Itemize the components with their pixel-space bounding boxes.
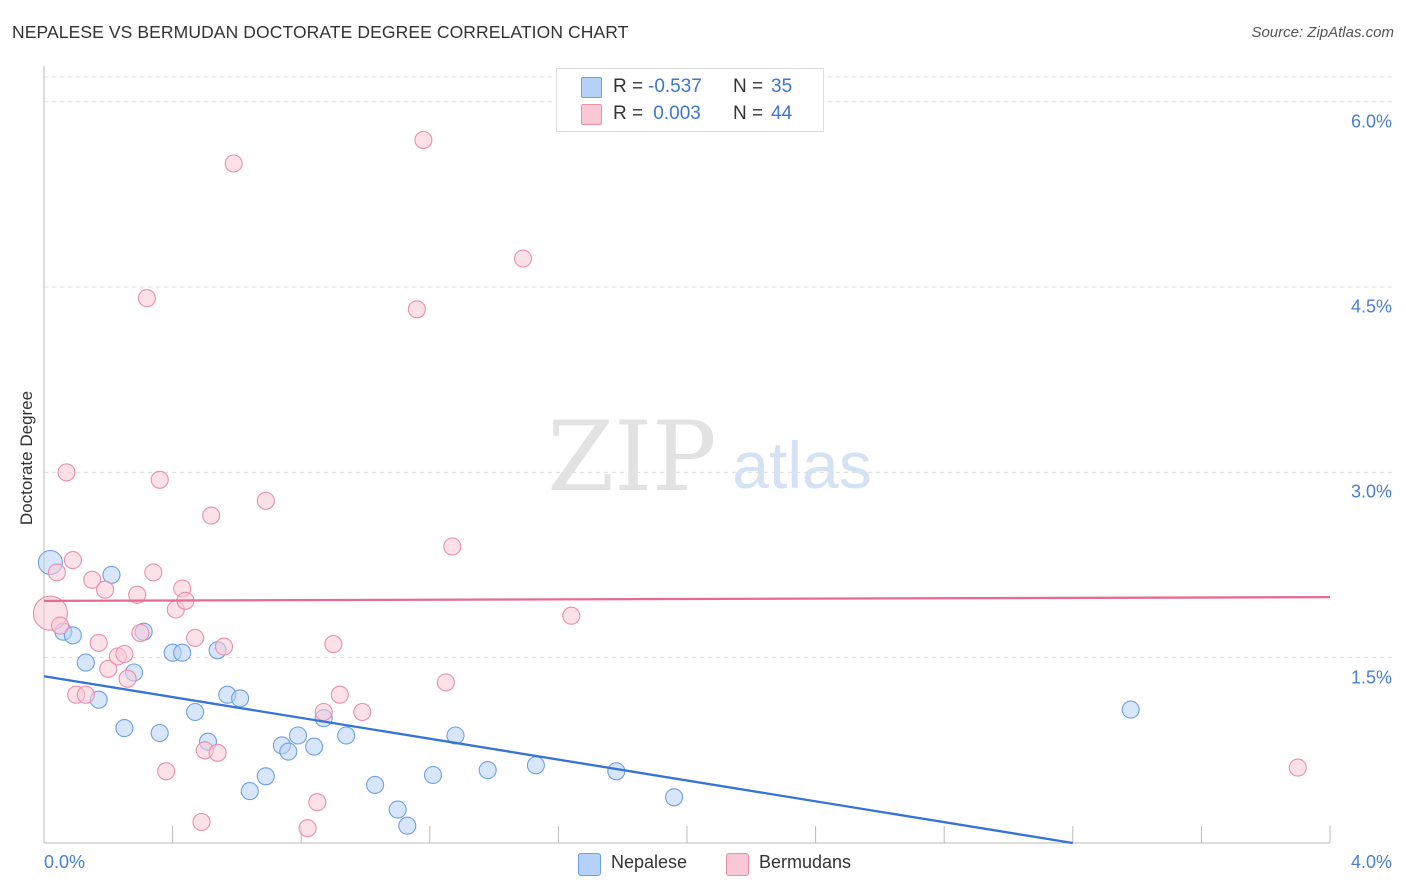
nepalese-trend-line <box>43 675 1073 845</box>
bermudans-point <box>202 506 221 525</box>
legend-label: Bermudans <box>759 852 852 872</box>
nepalese-point <box>288 726 308 745</box>
bermudans-point <box>308 793 327 812</box>
bermudans-point <box>436 673 455 692</box>
bermudans-point <box>186 628 205 647</box>
nepalese-point <box>665 788 684 807</box>
bermudans-swatch <box>581 104 602 125</box>
nepalese-point <box>256 767 275 786</box>
bermudans-point <box>407 300 426 319</box>
bermudans-point <box>57 463 76 482</box>
bermudans-point <box>330 685 349 704</box>
source-credit: Source: ZipAtlas.com <box>1251 24 1394 41</box>
bermudans-point <box>1288 758 1307 777</box>
bermudans-point <box>214 637 234 656</box>
nepalese-point <box>607 762 626 781</box>
nepalese-point <box>115 719 134 738</box>
r-label: R = <box>613 103 644 124</box>
bermudans-point <box>414 130 433 150</box>
bermudans-point <box>324 635 343 654</box>
data-points <box>32 130 1307 838</box>
n-value: 35 <box>771 76 793 97</box>
n-label: N = <box>733 76 764 97</box>
bermudans-point <box>96 580 115 599</box>
bermudans-point <box>131 623 150 643</box>
x-tick-label: 0.0% <box>44 852 86 872</box>
bermudans-point <box>298 819 317 838</box>
bermudans-point <box>118 669 137 688</box>
stats-row-bermudans: R = 0.003 N = 44 <box>557 101 823 127</box>
nepalese-legend-swatch <box>578 853 601 876</box>
bermudans-point <box>443 537 462 556</box>
bermudans-point <box>137 289 156 308</box>
bermudans-point <box>83 570 102 589</box>
trend-lines <box>43 595 1331 845</box>
y-tick-label: 1.5% <box>1350 667 1392 688</box>
bermudans-legend-swatch <box>726 853 749 876</box>
bermudans-point <box>562 606 581 625</box>
r-label: R = <box>613 76 644 97</box>
watermark-atlas: atlas <box>732 428 871 502</box>
r-value: -0.537 <box>648 76 702 97</box>
y-tick-label: 3.0% <box>1350 481 1392 502</box>
bermudans-trend-line <box>43 595 1331 602</box>
bermudans-point <box>208 743 227 762</box>
bermudans-point <box>89 633 108 652</box>
nepalese-point <box>337 726 356 745</box>
x-tick-label: 4.0% <box>1350 852 1392 872</box>
bermudans-point <box>144 563 163 582</box>
nepalese-point <box>150 723 169 743</box>
y-tick-label: 4.5% <box>1350 296 1392 317</box>
nepalese-point <box>423 765 443 785</box>
nepalese-point <box>186 702 205 722</box>
bermudans-point <box>256 491 275 510</box>
watermark-zip: ZIP <box>547 401 716 513</box>
n-value: 44 <box>771 103 793 124</box>
n-label: N = <box>733 103 764 124</box>
nepalese-point <box>305 737 324 756</box>
stats-box: R = -0.537 N = 35 R = 0.003 N = 44 <box>556 68 824 132</box>
bermudans-point <box>47 563 66 582</box>
nepalese-point <box>240 782 259 801</box>
grid-lines <box>44 76 1392 659</box>
nepalese-point <box>388 800 407 819</box>
bermudans-point <box>224 154 243 173</box>
bermudans-point <box>99 659 118 678</box>
bermudans-point <box>115 644 134 664</box>
nepalese-point <box>173 643 192 662</box>
nepalese-point <box>478 761 497 780</box>
r-value: 0.003 <box>648 103 701 124</box>
bermudans-point <box>51 616 70 635</box>
nepalese-point <box>526 756 545 775</box>
legend-label: Nepalese <box>611 852 688 872</box>
nepalese-point <box>1121 700 1140 719</box>
nepalese-point <box>63 626 82 645</box>
nepalese-point <box>279 742 298 761</box>
nepalese-point <box>231 689 250 708</box>
bermudans-point <box>128 585 147 604</box>
bermudans-point <box>513 249 533 268</box>
bermudans-point <box>63 551 82 570</box>
stats-row-nepalese: R = -0.537 N = 35 <box>557 74 823 100</box>
chart-title: NEPALESE VS BERMUDAN DOCTORATE DEGREE CO… <box>12 22 629 42</box>
nepalese-point <box>76 653 95 672</box>
bermudans-point <box>76 685 95 704</box>
nepalese-point <box>398 816 417 835</box>
nepalese-swatch <box>581 77 602 98</box>
bermudans-point <box>150 470 169 489</box>
nepalese-point <box>366 775 385 794</box>
bermudans-point <box>353 702 372 722</box>
bermudans-point <box>314 702 333 722</box>
y-tick-label: 6.0% <box>1350 111 1392 132</box>
bermudans-point <box>192 812 211 832</box>
bermudans-point <box>157 762 176 781</box>
